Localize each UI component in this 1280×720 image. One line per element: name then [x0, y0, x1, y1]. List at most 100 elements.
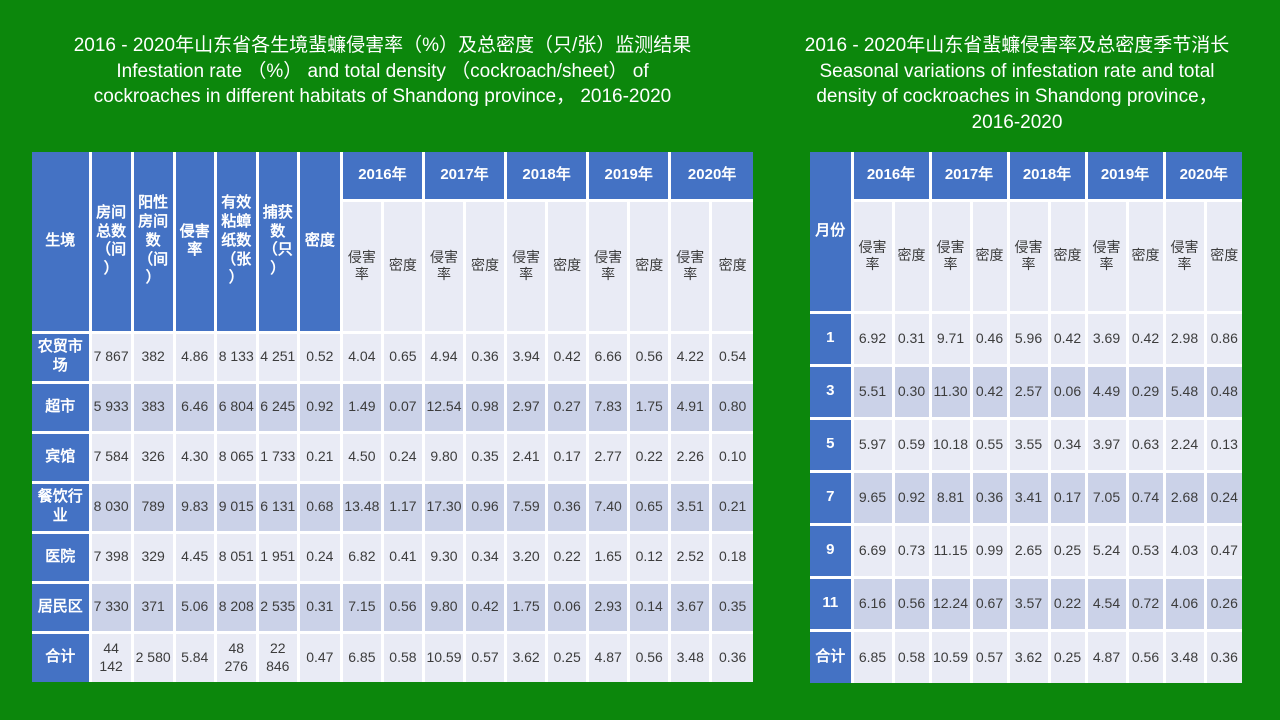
value-cell: 0.46	[969, 310, 1010, 367]
value-cell: 8 065	[213, 430, 259, 484]
left-title-line-en2: cockroaches in different habitats of Sha…	[93, 86, 672, 107]
right-title-line-en3: 2016-2020	[971, 111, 1063, 133]
table-row: 11 6.16 0.56 12.24 0.67 3.57 0.22 4.54 0.72 4.06 0…	[808, 575, 1244, 632]
value-cell: 0.57	[969, 628, 1010, 685]
sub-header-cell: 侵害率	[1162, 198, 1207, 314]
value-cell: 7 330	[88, 580, 134, 634]
value-cell: 0.53	[1125, 522, 1166, 579]
row-label-cell: 7	[808, 469, 854, 526]
value-cell: 9.30	[421, 530, 467, 584]
value-cell: 5.84	[172, 630, 217, 684]
right-title-line-en2: density of cockroaches in Shandong provi…	[816, 86, 1218, 107]
value-cell: 9.80	[421, 430, 467, 484]
value-cell: 0.56	[1125, 628, 1166, 685]
year-header-cell: 2017年	[928, 150, 1010, 202]
value-cell: 0.57	[462, 630, 508, 684]
row-label-cell: 合计	[808, 628, 854, 685]
value-cell: 0.35	[462, 430, 508, 484]
value-cell: 8 133	[213, 330, 259, 384]
value-cell: 17.30	[421, 480, 467, 534]
value-cell: 12.54	[421, 380, 467, 434]
value-cell: 5.97	[850, 416, 895, 473]
table-row: 医院 7 398 329 4.45 8 051 1 951 0.24 6.82 0.41 9.30…	[30, 530, 755, 584]
value-cell: 4.30	[172, 430, 217, 484]
value-cell: 6.46	[172, 380, 217, 434]
value-cell: 7 584	[88, 430, 134, 484]
value-cell: 48 276	[213, 630, 259, 684]
value-cell: 0.80	[709, 380, 755, 434]
column-header-cell: 密度	[296, 150, 343, 334]
value-cell: 0.21	[709, 480, 755, 534]
value-cell: 0.12	[627, 530, 672, 584]
table-row: 居民区 7 330 371 5.06 8 208 2 535 0.31 7.15 0.56 9.8…	[30, 580, 755, 634]
row-label-cell: 超市	[30, 380, 92, 434]
value-cell: 10.59	[928, 628, 973, 685]
value-cell: 0.55	[969, 416, 1010, 473]
value-cell: 4.87	[586, 630, 631, 684]
value-cell: 0.56	[627, 630, 672, 684]
value-cell: 0.42	[545, 330, 590, 384]
right-table-title: 2016 - 2020年山东省蜚蠊侵害率及总密度季节消长 Seasonal va…	[778, 33, 1256, 135]
value-cell: 0.31	[296, 580, 343, 634]
sub-header-cell: 密度	[891, 198, 932, 314]
value-cell: 0.52	[296, 330, 343, 384]
seasonal-variation-table: 月份 2016年 2017年 2018年 2019年 2020年 侵害率 密度 侵害率 密度 侵害率…	[808, 150, 1244, 685]
value-cell: 0.30	[891, 363, 932, 420]
value-cell: 3.67	[668, 580, 713, 634]
right-title-line-en1: Seasonal variations of infestation rate …	[819, 60, 1215, 82]
value-cell: 0.34	[462, 530, 508, 584]
value-cell: 7.83	[586, 380, 631, 434]
value-cell: 1.65	[586, 530, 631, 584]
value-cell: 371	[130, 580, 176, 634]
value-cell: 0.65	[627, 480, 672, 534]
row-label-cell: 1	[808, 310, 854, 367]
value-cell: 0.86	[1203, 310, 1244, 367]
value-cell: 0.10	[709, 430, 755, 484]
row-label-cell: 5	[808, 416, 854, 473]
value-cell: 3.97	[1084, 416, 1129, 473]
value-cell: 0.13	[1203, 416, 1244, 473]
right-title-line-zh: 2016 - 2020年山东省蜚蠊侵害率及总密度季节消长	[804, 35, 1230, 56]
value-cell: 0.36	[1203, 628, 1244, 685]
value-cell: 7.15	[339, 580, 384, 634]
row-label-cell: 居民区	[30, 580, 92, 634]
value-cell: 4.91	[668, 380, 713, 434]
column-header-cell: 捕获数（只）	[255, 150, 300, 334]
value-cell: 12.24	[928, 575, 973, 632]
value-cell: 0.31	[891, 310, 932, 367]
value-cell: 0.36	[545, 480, 590, 534]
value-cell: 0.22	[1047, 575, 1088, 632]
value-cell: 6.66	[586, 330, 631, 384]
value-cell: 4.49	[1084, 363, 1129, 420]
value-cell: 0.96	[462, 480, 508, 534]
value-cell: 0.58	[380, 630, 425, 684]
table-row: 餐饮行业 8 030 789 9.83 9 015 6 131 0.68 13.48 1.17 1…	[30, 480, 755, 534]
year-header-cell: 2020年	[668, 150, 755, 202]
table-row: 1 6.92 0.31 9.71 0.46 5.96 0.42 3.69 0.42 2.98 0.8…	[808, 310, 1244, 367]
left-title-line-zh: 2016 - 2020年山东省各生境蜚蠊侵害率（%）及总密度（只/张）监测结果	[73, 35, 692, 56]
value-cell: 2 535	[255, 580, 300, 634]
value-cell: 9.83	[172, 480, 217, 534]
value-cell: 4.87	[1084, 628, 1129, 685]
sub-header-cell: 密度	[1203, 198, 1244, 314]
value-cell: 0.42	[969, 363, 1010, 420]
value-cell: 7 867	[88, 330, 134, 384]
value-cell: 6.85	[850, 628, 895, 685]
sub-header-cell: 侵害率	[504, 198, 549, 334]
value-cell: 0.67	[969, 575, 1010, 632]
value-cell: 2.26	[668, 430, 713, 484]
value-cell: 0.65	[380, 330, 425, 384]
value-cell: 2.77	[586, 430, 631, 484]
value-cell: 6.85	[339, 630, 384, 684]
value-cell: 0.24	[1203, 469, 1244, 526]
value-cell: 0.56	[380, 580, 425, 634]
value-cell: 0.34	[1047, 416, 1088, 473]
value-cell: 10.18	[928, 416, 973, 473]
column-header-cell: 生境	[30, 150, 92, 334]
value-cell: 2.57	[1006, 363, 1051, 420]
value-cell: 0.27	[545, 380, 590, 434]
column-header-cell: 房间总数（间）	[88, 150, 134, 334]
value-cell: 10.59	[421, 630, 467, 684]
value-cell: 1.75	[627, 380, 672, 434]
value-cell: 1.17	[380, 480, 425, 534]
